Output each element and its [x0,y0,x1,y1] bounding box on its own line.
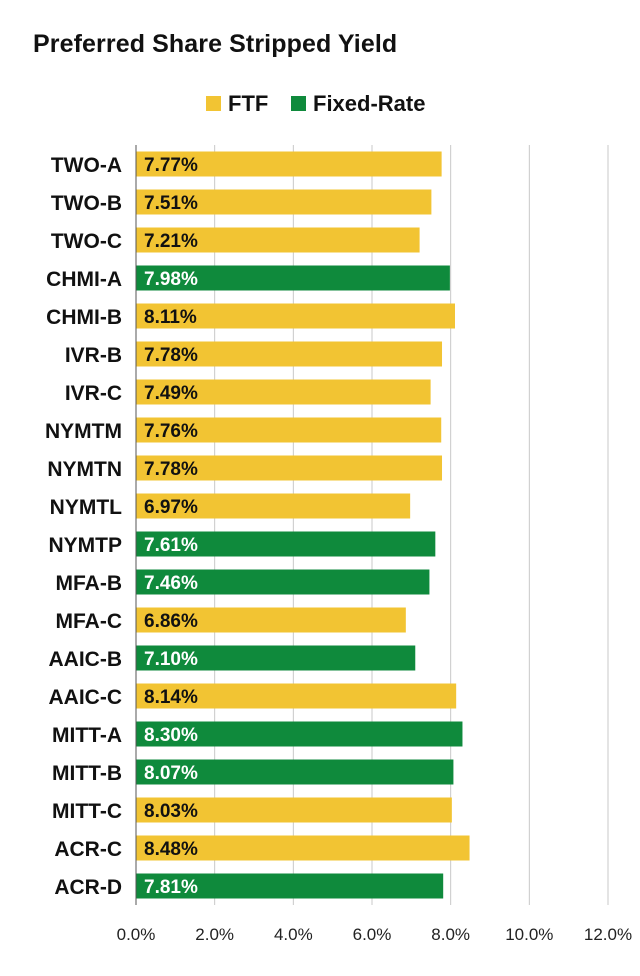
bar-two-a [136,151,442,177]
category-label: ACR-D [54,876,122,899]
category-label: ACR-C [54,838,122,861]
data-label: 7.76% [144,421,198,442]
data-label: 8.30% [144,725,198,746]
x-tick-label: 0.0% [117,925,156,944]
data-label: 7.21% [144,231,198,252]
x-tick-label: 4.0% [274,925,313,944]
chart-title: Preferred Share Stripped Yield [33,30,398,58]
bar-nymtm [136,417,442,443]
category-label: MITT-A [52,724,122,747]
data-label: 8.48% [144,839,198,860]
data-label: 7.77% [144,155,198,176]
category-label: AAIC-B [49,648,123,671]
bar-mfa-b [136,569,430,595]
data-label: 8.14% [144,687,198,708]
category-label: IVR-B [65,344,122,367]
x-tick-label: 2.0% [195,925,234,944]
bar-ivr-b [136,341,443,367]
category-label: CHMI-A [46,268,122,291]
bar-chmi-a [136,265,450,291]
data-label: 6.97% [144,497,198,518]
category-label: TWO-C [51,230,122,253]
data-label: 8.07% [144,763,198,784]
x-tick-label: 6.0% [353,925,392,944]
data-label: 7.78% [144,345,198,366]
category-label: NYMTM [45,420,122,443]
category-label: NYMTN [47,458,122,481]
legend-label-fixed-rate: Fixed-Rate [313,91,425,116]
category-label: MFA-C [56,610,123,633]
category-label: MITT-C [52,800,122,823]
bar-mitt-a [136,721,463,747]
category-label: NYMTP [49,534,123,557]
category-label: AAIC-C [49,686,123,709]
category-label: NYMTL [50,496,122,519]
bar-nymtl [136,493,411,519]
bar-two-c [136,227,420,253]
category-label: TWO-B [51,192,122,215]
category-label: IVR-C [65,382,122,405]
bar-acr-d [136,873,444,899]
bar-chmi-b [136,303,455,329]
data-label: 7.46% [144,573,198,594]
data-label: 8.03% [144,801,198,822]
data-label: 6.86% [144,611,198,632]
x-tick-label: 10.0% [505,925,553,944]
category-label: CHMI-B [46,306,122,329]
data-label: 7.49% [144,383,198,404]
category-label: MITT-B [52,762,122,785]
x-tick-label: 12.0% [584,925,632,944]
data-label: 7.81% [144,877,198,898]
bar-nymtn [136,455,443,481]
bar-acr-c [136,835,470,861]
data-label: 8.11% [144,307,197,328]
bar-aaic-c [136,683,457,709]
legend-swatch-ftf [206,96,221,111]
data-label: 7.10% [144,649,198,670]
x-tick-label: 8.0% [431,925,470,944]
legend-label-ftf: FTF [228,91,268,116]
category-label: MFA-B [56,572,123,595]
legend-swatch-fixed-rate [291,96,306,111]
bar-aaic-b [136,645,416,671]
category-label: TWO-A [51,154,122,177]
data-label: 7.51% [144,193,198,214]
bar-mitt-c [136,797,452,823]
bar-ivr-c [136,379,431,405]
bar-mitt-b [136,759,454,785]
bar-two-b [136,189,432,215]
bar-nymtp [136,531,436,557]
data-label: 7.78% [144,459,198,480]
data-label: 7.98% [144,269,198,290]
bar-mfa-c [136,607,406,633]
data-label: 7.61% [144,535,198,556]
